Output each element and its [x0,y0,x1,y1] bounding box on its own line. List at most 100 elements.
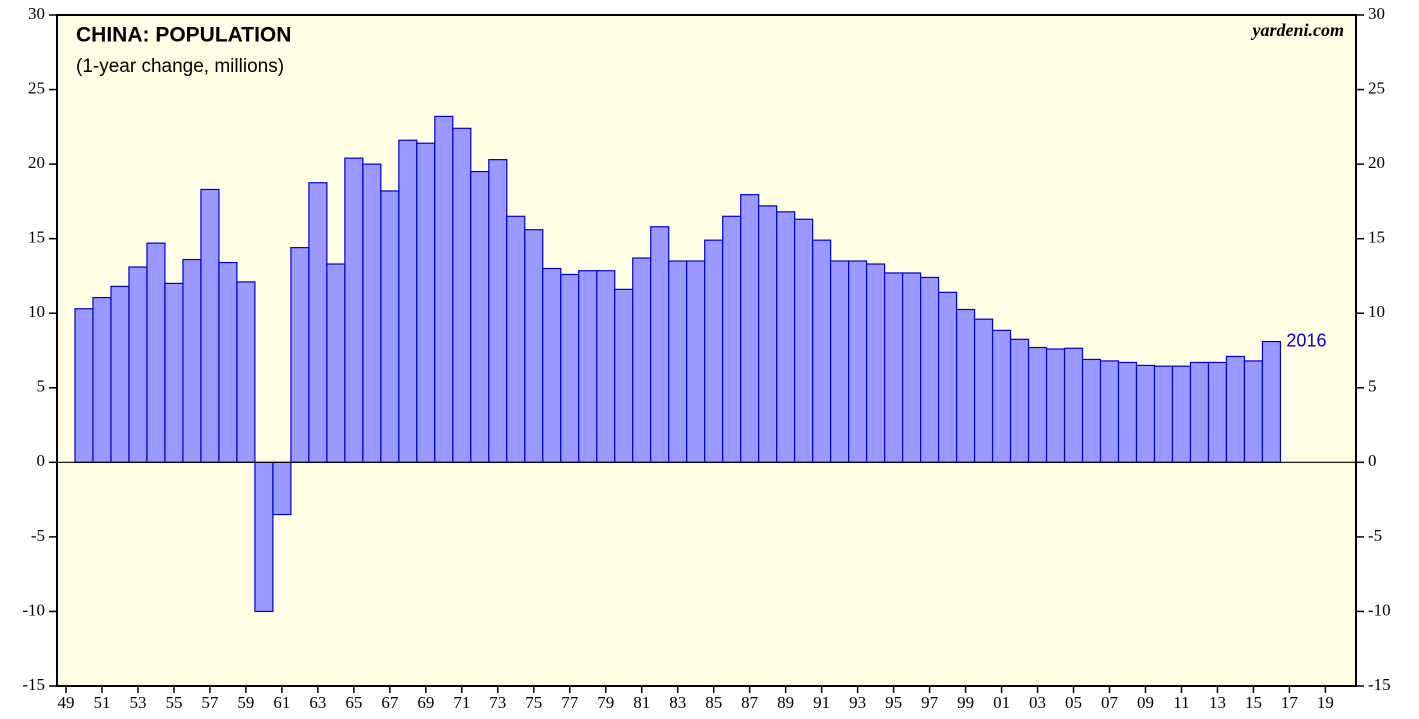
x-tick-label: 99 [957,693,974,712]
bar [218,261,238,463]
y2-tick-label: 30 [1368,4,1385,23]
bar [1243,360,1264,463]
bar [596,270,616,463]
bar [902,272,922,463]
bar [380,190,400,463]
x-tick-label: 57 [201,693,219,712]
x-tick-label: 75 [525,693,542,712]
bar [1009,338,1030,463]
bar [973,318,994,463]
bar [722,215,742,463]
x-tick-label: 55 [165,693,182,712]
x-tick-label: 03 [1029,693,1046,712]
y-tick-label: 0 [37,451,46,470]
bar [848,260,868,463]
bar [1171,365,1192,463]
source: yardeni.com [1251,20,1345,40]
x-tick-label: 07 [1101,693,1119,712]
x-tick-label: 65 [345,693,362,712]
y2-tick-label: 0 [1368,451,1377,470]
bar [812,239,832,463]
chart-title: CHINA: POPULATION [76,24,291,47]
x-tick-label: 63 [309,693,326,712]
chart-subtitle: (1-year change, millions) [76,56,284,77]
bar [308,182,328,463]
x-tick-label: 19 [1317,693,1334,712]
x-tick-label: 61 [273,693,290,712]
y-tick-label: 20 [28,153,45,172]
bar [1045,348,1066,463]
y2-tick-label: 15 [1368,228,1385,247]
x-tick-label: 81 [633,693,650,712]
bar [884,272,904,463]
x-tick-label: 93 [849,693,866,712]
y-tick-label: 25 [28,78,45,97]
bar [830,260,850,463]
annotation: 2016 [1286,330,1326,350]
x-tick-label: 05 [1065,693,1082,712]
x-tick-label: 51 [93,693,110,712]
bar [110,285,130,463]
bar [650,226,670,463]
bar [1207,361,1228,463]
bar [200,188,220,463]
x-tick-label: 01 [993,693,1010,712]
bar [326,263,346,463]
y2-tick-label: 5 [1368,377,1377,396]
x-tick-label: 17 [1281,693,1299,712]
bar [614,288,634,463]
x-tick-label: 53 [129,693,146,712]
bar [632,257,652,463]
bar [398,139,418,463]
x-tick-label: 49 [57,693,74,712]
bar [991,329,1012,463]
bar [470,170,490,463]
bar [182,258,202,463]
bar [542,267,562,463]
y2-tick-label: 25 [1368,78,1385,97]
x-tick-label: 67 [381,693,399,712]
bar [434,115,454,463]
y2-tick-label: 20 [1368,153,1385,172]
bar [668,260,688,463]
bar [254,461,274,613]
y2-tick-label: 10 [1368,302,1385,321]
x-tick-label: 79 [597,693,614,712]
y-tick-label: 15 [28,228,45,247]
bar [488,159,508,463]
bar [578,270,598,463]
y-tick-label: 30 [28,4,45,23]
y2-tick-label: -15 [1368,675,1391,694]
bar [740,194,760,463]
x-tick-label: 95 [885,693,902,712]
bar [560,273,580,463]
bar [776,211,796,463]
x-tick-label: 89 [777,693,794,712]
bar [146,242,166,463]
bar [1063,347,1084,463]
bar [1225,355,1246,463]
bar [92,296,112,463]
x-tick-label: 87 [741,693,759,712]
bar [794,218,814,463]
y-tick-label: -10 [22,600,45,619]
bar [920,276,940,463]
bar [452,127,472,463]
bar [290,247,310,463]
x-tick-label: 11 [1173,693,1189,712]
bar [937,291,958,463]
bar [74,308,94,463]
x-tick-label: 09 [1137,693,1154,712]
bar [1261,340,1282,463]
x-tick-label: 69 [417,693,434,712]
bar [758,205,778,463]
bar [1189,361,1210,463]
x-tick-label: 83 [669,693,686,712]
x-tick-label: 85 [705,693,722,712]
x-tick-label: 13 [1209,693,1226,712]
x-tick-label: 91 [813,693,830,712]
bar [1153,365,1174,463]
bar [344,157,364,463]
x-tick-label: 71 [453,693,470,712]
x-tick-label: 73 [489,693,506,712]
